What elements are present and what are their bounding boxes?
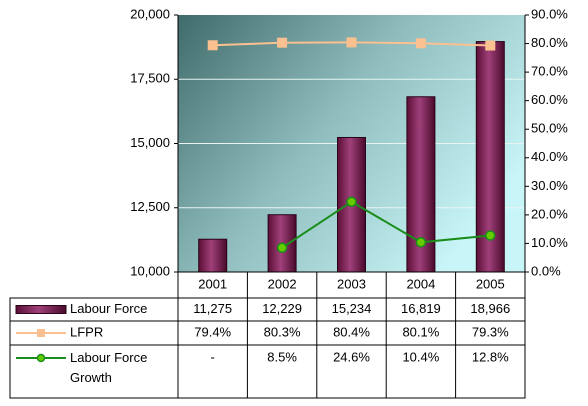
x-tick-label: 2005 (476, 276, 505, 291)
table-value: 8.5% (267, 349, 297, 364)
marker (485, 40, 496, 51)
marker (415, 38, 426, 49)
table-body (9, 297, 526, 399)
table-value: 12.8% (472, 349, 509, 364)
table-value: 80.4% (333, 324, 370, 339)
y2-tick-label: 40.0% (531, 149, 568, 164)
legend-label: LFPR (70, 324, 103, 339)
marker (277, 37, 288, 48)
y2-tick-label: 80.0% (531, 35, 568, 50)
y2-tick-label: 30.0% (531, 178, 568, 193)
x-tick-label: 2004 (406, 276, 435, 291)
y2-tick-label: 10.0% (531, 235, 568, 250)
marker (276, 242, 288, 253)
y-tick-label: 10,000 (130, 263, 170, 278)
legend-marker (37, 329, 45, 337)
y2-tick-label: 50.0% (531, 121, 568, 136)
y-tick-label: 17,500 (130, 71, 170, 86)
table-value: 24.6% (333, 349, 370, 364)
table-value: 18,966 (470, 301, 510, 316)
table-value: 12,229 (262, 301, 302, 316)
marker (207, 40, 218, 51)
table-value: 15,234 (332, 301, 372, 316)
legend-swatch (15, 305, 67, 314)
legend-label: Labour Force (70, 301, 147, 316)
y-tick-label: 20,000 (130, 6, 170, 21)
y-tick-label: 15,000 (130, 135, 170, 150)
table-value: 79.4% (194, 324, 231, 339)
table-value: 80.1% (402, 324, 439, 339)
table-value: 80.3% (264, 324, 301, 339)
y-tick-label: 12,500 (130, 199, 170, 214)
marker (346, 37, 357, 48)
series-line (281, 200, 491, 249)
marker (346, 196, 357, 208)
table-value: 79.3% (472, 324, 509, 339)
legend-label: Labour Force Growth (70, 350, 148, 385)
x-tick-label: 2002 (268, 276, 297, 291)
table-value: - (211, 349, 215, 364)
bar (198, 238, 228, 273)
table-value: 11,275 (193, 301, 232, 316)
y2-tick-label: 0.0% (531, 263, 561, 278)
y2-tick-label: 70.0% (531, 64, 568, 79)
marker (415, 237, 427, 248)
table-value: 16,819 (401, 301, 441, 316)
legend-marker (36, 353, 46, 363)
y2-tick-label: 20.0% (531, 206, 568, 221)
y2-tick-label: 60.0% (531, 92, 568, 107)
x-tick-label: 2003 (337, 276, 366, 291)
x-tick-label: 2001 (198, 276, 227, 291)
y2-tick-label: 90.0% (531, 6, 568, 21)
marker (485, 230, 496, 241)
table-value: 10.4% (402, 349, 439, 364)
